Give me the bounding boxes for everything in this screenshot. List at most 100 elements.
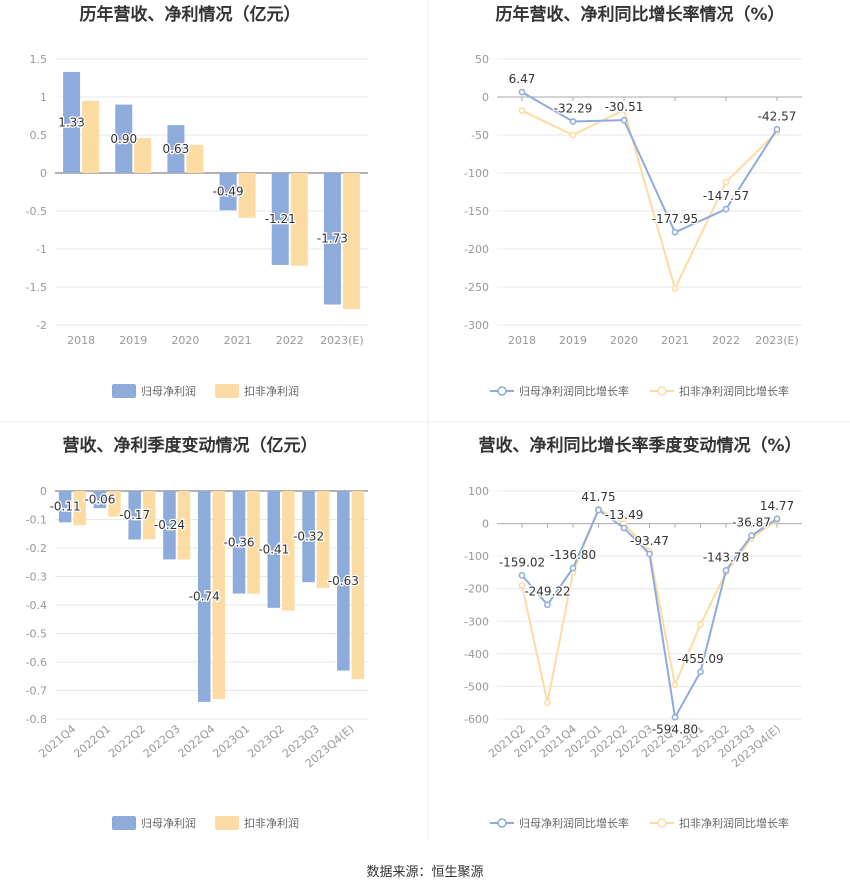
point-series2 <box>544 699 551 707</box>
legend-label: 扣非净利润 <box>244 816 299 830</box>
y-tick-label: -0.6 <box>26 656 47 669</box>
data-label: -93.47 <box>630 534 669 548</box>
point-series2 <box>620 106 628 114</box>
point-series1 <box>620 524 628 532</box>
x-tick-label: 2020 <box>171 334 199 347</box>
y-tick-label: 50 <box>475 53 489 66</box>
bar-series1 <box>271 173 289 265</box>
point-series1 <box>518 88 526 96</box>
legend-label: 扣非净利润 <box>244 384 299 398</box>
x-tick-label: 2022Q4 <box>176 722 218 760</box>
y-tick-label: -300 <box>464 319 489 332</box>
y-tick-label: -0.2 <box>26 542 47 555</box>
legend-label: 归母净利润同比增长率 <box>519 384 629 398</box>
legend-label: 归母净利润 <box>141 816 196 830</box>
bar-series1 <box>163 491 176 560</box>
y-tick-label: -1 <box>36 243 47 256</box>
bar-series1 <box>302 491 315 583</box>
y-tick-label: -0.3 <box>26 571 47 584</box>
bar-series1 <box>115 104 133 173</box>
data-label: -42.57 <box>758 109 797 123</box>
bar-series2 <box>351 491 365 680</box>
data-label: -13.49 <box>605 508 644 522</box>
bar-series2 <box>108 491 121 517</box>
point-series1 <box>697 668 704 676</box>
bar-series2 <box>82 100 100 173</box>
legend-swatch-marker <box>657 386 667 396</box>
legend: 归母净利润 扣非净利润 <box>112 816 299 830</box>
x-tick-label: 2018 <box>508 334 536 347</box>
data-label: -32.29 <box>554 102 593 116</box>
y-tick-label: -0.7 <box>26 685 47 698</box>
line-series2 <box>521 108 778 292</box>
data-label: 6.47 <box>509 72 536 86</box>
legend: 归母净利润同比增长率 扣非净利润同比增长率 <box>490 816 789 830</box>
legend-swatch <box>215 816 239 830</box>
point-series1 <box>722 205 730 213</box>
point-series1 <box>595 506 602 514</box>
y-tick-label: -300 <box>464 615 489 628</box>
y-tick-label: -250 <box>464 281 489 294</box>
data-label: -1.21 <box>265 212 296 226</box>
x-tick-label: 2022Q2 <box>106 722 148 760</box>
legend: 归母净利润 扣非净利润 <box>112 384 299 398</box>
point-series1 <box>671 228 679 236</box>
point-series1 <box>773 515 781 523</box>
data-label: -0.49 <box>213 185 244 199</box>
legend-item: 扣非净利润同比增长率 <box>650 384 789 398</box>
point-series1 <box>569 118 577 125</box>
y-tick-label: -100 <box>464 550 489 563</box>
x-tick-label: 2022Q3 <box>141 722 183 760</box>
line-series1 <box>521 91 778 234</box>
bar-series2 <box>186 144 204 173</box>
legend-swatch <box>215 384 239 398</box>
y-tick-label: -150 <box>464 205 489 218</box>
bar-series2 <box>342 173 360 310</box>
data-label: -0.24 <box>154 518 185 532</box>
legend-item: 归母净利润 <box>112 384 196 398</box>
y-tick-label: -2 <box>36 319 47 332</box>
y-tick-label: -0.5 <box>26 205 47 218</box>
y-tick-label: -100 <box>464 167 489 180</box>
legend-item: 归母净利润 <box>112 816 196 830</box>
legend-label: 扣非净利润同比增长率 <box>679 816 789 830</box>
legend-item: 扣非净利润 <box>215 384 299 398</box>
point-series2 <box>697 621 704 628</box>
data-label: -1.73 <box>317 232 348 246</box>
x-tick-label: 2022 <box>276 334 304 347</box>
data-label: 1.33 <box>58 115 85 129</box>
data-label: -159.02 <box>499 555 545 569</box>
data-label: -147.57 <box>703 189 749 203</box>
point-series1 <box>722 567 730 574</box>
x-tick-label: 2020 <box>610 334 638 347</box>
bar-series1 <box>58 491 72 523</box>
y-tick-label: 1.5 <box>30 53 48 66</box>
legend-item: 归母净利润同比增长率 <box>490 816 629 830</box>
y-tick-label: 0 <box>482 518 489 531</box>
bar-series2 <box>247 491 260 594</box>
bar-series2 <box>73 491 86 526</box>
legend-item: 归母净利润同比增长率 <box>490 384 629 398</box>
y-tick-label: 0 <box>40 485 47 498</box>
point-series1 <box>646 550 653 558</box>
legend-swatch-marker <box>497 818 507 828</box>
chart-title: 历年营收、净利情况（亿元） <box>80 4 301 25</box>
y-tick-label: -500 <box>464 680 489 693</box>
point-series1 <box>748 532 755 539</box>
data-label: -0.74 <box>189 589 220 603</box>
y-tick-label: 0 <box>482 91 489 104</box>
data-label: -0.32 <box>293 530 324 544</box>
legend: 归母净利润同比增长率 扣非净利润同比增长率 <box>490 384 789 398</box>
point-series2 <box>518 582 526 589</box>
y-tick-label: -50 <box>471 129 489 142</box>
chart-panel-4: 营收、净利同比增长率季度变动情况（%） 100 0 -100 -200 -300 -400 -… <box>464 435 802 830</box>
chart-title: 历年营收、净利同比增长率情况（%） <box>495 4 784 25</box>
bar-series2 <box>142 491 156 540</box>
y-tick-label: 0.5 <box>30 129 48 142</box>
bar-series1 <box>337 491 350 671</box>
bar-series1 <box>63 71 81 173</box>
data-label: -30.51 <box>605 100 644 114</box>
legend-item: 扣非净利润 <box>215 816 299 830</box>
x-tick-label: 2021Q4 <box>37 722 79 760</box>
